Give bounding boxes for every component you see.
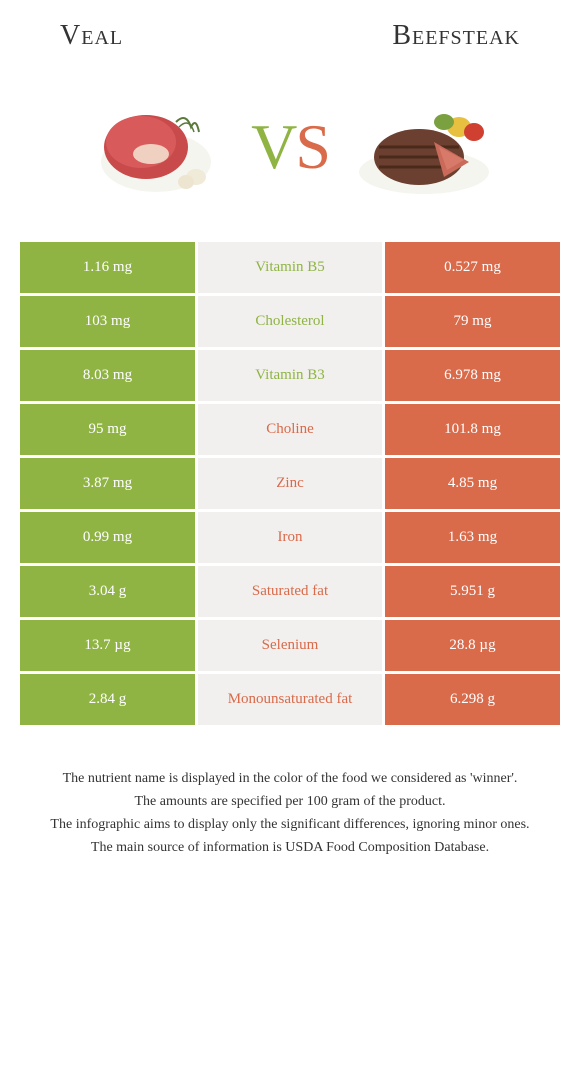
table-row: 1.16 mgVitamin B50.527 mg <box>20 242 560 296</box>
left-value: 3.87 mg <box>20 458 198 512</box>
vs-v-letter: V <box>251 111 295 182</box>
vs-label: VS <box>251 110 329 184</box>
footer-line-2: The amounts are specified per 100 gram o… <box>20 791 560 812</box>
comparison-table: 1.16 mgVitamin B50.527 mg103 mgCholester… <box>20 242 560 728</box>
right-value: 28.8 µg <box>382 620 560 674</box>
images-row: VS <box>0 62 580 242</box>
nutrient-label: Vitamin B5 <box>198 242 382 296</box>
vs-s-letter: S <box>295 111 329 182</box>
nutrient-label: Iron <box>198 512 382 566</box>
footer-line-1: The nutrient name is displayed in the co… <box>20 768 560 789</box>
table-row: 2.84 gMonounsaturated fat6.298 g <box>20 674 560 728</box>
nutrient-label: Monounsaturated fat <box>198 674 382 728</box>
nutrient-label: Saturated fat <box>198 566 382 620</box>
right-value: 0.527 mg <box>382 242 560 296</box>
right-value: 4.85 mg <box>382 458 560 512</box>
right-value: 79 mg <box>382 296 560 350</box>
table-row: 3.87 mgZinc4.85 mg <box>20 458 560 512</box>
left-value: 8.03 mg <box>20 350 198 404</box>
left-value: 3.04 g <box>20 566 198 620</box>
left-value: 13.7 µg <box>20 620 198 674</box>
right-food-title: Beefsteak <box>392 20 520 52</box>
nutrient-label: Selenium <box>198 620 382 674</box>
right-value: 5.951 g <box>382 566 560 620</box>
table-row: 8.03 mgVitamin B36.978 mg <box>20 350 560 404</box>
nutrient-label: Vitamin B3 <box>198 350 382 404</box>
right-value: 6.978 mg <box>382 350 560 404</box>
right-value: 1.63 mg <box>382 512 560 566</box>
nutrient-label: Zinc <box>198 458 382 512</box>
table-row: 3.04 gSaturated fat5.951 g <box>20 566 560 620</box>
left-value: 95 mg <box>20 404 198 458</box>
left-value: 1.16 mg <box>20 242 198 296</box>
footer-line-3: The infographic aims to display only the… <box>20 814 560 835</box>
header-row: Veal Beefsteak <box>0 0 580 62</box>
nutrient-label: Cholesterol <box>198 296 382 350</box>
footer-notes: The nutrient name is displayed in the co… <box>0 728 580 880</box>
footer-line-4: The main source of information is USDA F… <box>20 837 560 858</box>
table-row: 0.99 mgIron1.63 mg <box>20 512 560 566</box>
left-value: 103 mg <box>20 296 198 350</box>
left-value: 0.99 mg <box>20 512 198 566</box>
right-value: 6.298 g <box>382 674 560 728</box>
nutrient-label: Choline <box>198 404 382 458</box>
right-value: 101.8 mg <box>382 404 560 458</box>
veal-image <box>81 92 231 202</box>
table-row: 103 mgCholesterol79 mg <box>20 296 560 350</box>
left-food-title: Veal <box>60 20 123 52</box>
table-row: 95 mgCholine101.8 mg <box>20 404 560 458</box>
table-row: 13.7 µgSelenium28.8 µg <box>20 620 560 674</box>
beefsteak-image <box>349 92 499 202</box>
left-value: 2.84 g <box>20 674 198 728</box>
